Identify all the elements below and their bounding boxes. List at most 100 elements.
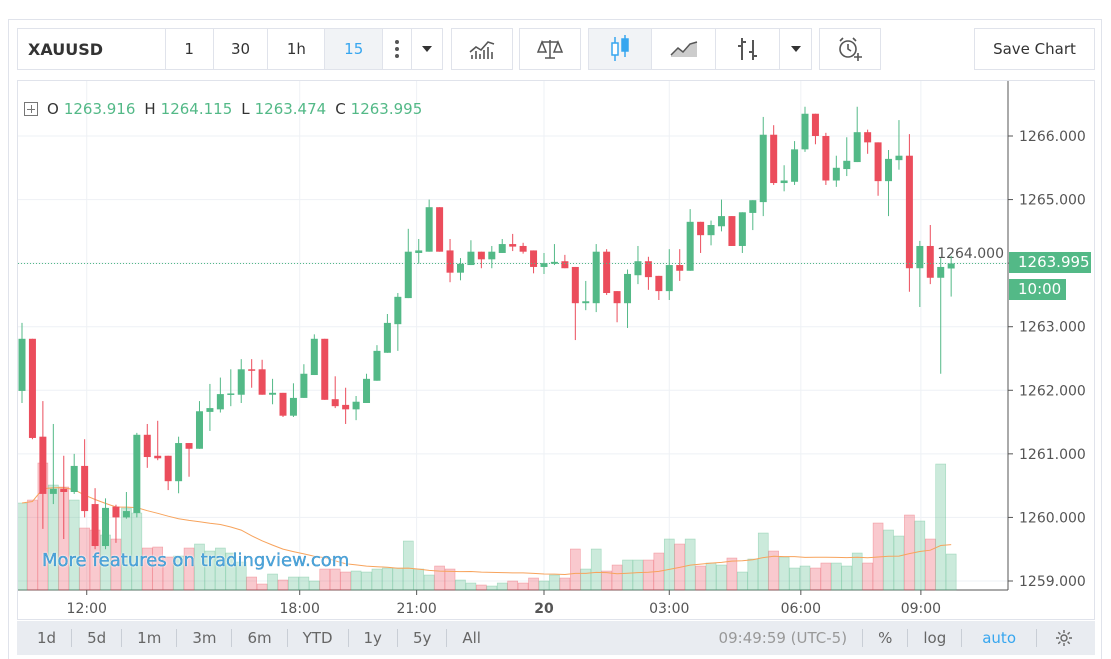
auto-scale-toggle[interactable]: auto — [962, 629, 1037, 647]
volume-bar — [590, 548, 602, 591]
candle-body-up — [759, 134, 767, 203]
volume-bar — [580, 568, 592, 591]
price-chart-svg[interactable]: 1266.000 1265.000 1264.000 1263.000 1262.000… — [16, 81, 1094, 619]
candle-body-down — [60, 488, 68, 492]
candles-style-button[interactable] — [589, 29, 653, 69]
range-5d[interactable]: 5d — [72, 629, 123, 647]
candle-body-up — [456, 263, 464, 273]
candle-body-down — [258, 369, 266, 395]
volume-bar — [757, 532, 769, 591]
volume-bar — [256, 583, 268, 591]
volume-bar — [235, 561, 247, 591]
symbol-search[interactable]: XAUUSD — [18, 29, 166, 69]
volume-bar — [862, 562, 873, 591]
candle-body-down — [436, 207, 444, 252]
volume-bar — [820, 562, 832, 591]
range-3m[interactable]: 3m — [177, 629, 233, 647]
volume-bar — [747, 558, 759, 591]
volume-bar — [810, 567, 821, 591]
volume-bar — [392, 567, 404, 591]
candle-body-up — [498, 244, 506, 253]
candle-body-up — [383, 322, 391, 353]
volume-bar — [611, 564, 623, 591]
candle-body-up — [686, 221, 694, 271]
volume-bar — [496, 582, 508, 591]
clock-timezone[interactable]: 09:49:59 (UTC-5) — [704, 629, 864, 647]
candle-body-up — [425, 207, 433, 252]
candle-body-up — [352, 401, 360, 410]
interval-dropdown-chevron-down-icon[interactable] — [412, 29, 442, 69]
volume-bar — [465, 582, 477, 591]
candle-body-down — [446, 250, 454, 273]
candle-body-down — [728, 216, 736, 246]
volume-bar — [361, 571, 372, 591]
volume-bar — [204, 550, 216, 591]
chart-type-chevron-down-icon[interactable] — [780, 29, 811, 69]
bars-style-button[interactable] — [716, 29, 781, 69]
save-chart-button[interactable]: Save Chart — [974, 28, 1095, 70]
volume-bar — [737, 571, 748, 591]
volume-bar — [444, 568, 456, 591]
time-axis-label: 12:00 — [67, 601, 107, 617]
volume-bar — [768, 550, 779, 591]
compare-button[interactable] — [519, 28, 581, 70]
volume-bar — [434, 565, 445, 591]
candle-body-up — [133, 434, 141, 513]
volume-bar — [141, 547, 153, 591]
candle-body-up — [801, 113, 809, 150]
percent-scale-toggle[interactable]: % — [863, 629, 909, 647]
range-1d[interactable]: 1d — [17, 629, 73, 647]
candle-body-down — [530, 250, 538, 267]
compare-scale-icon — [520, 29, 580, 69]
indicators-icon — [452, 29, 512, 69]
volume-bar — [309, 580, 320, 591]
interval-1h[interactable]: 1h — [268, 29, 326, 69]
candle-body-down — [603, 251, 611, 294]
legend-close-label: C — [335, 100, 346, 118]
interval-30[interactable]: 30 — [214, 29, 269, 69]
range-5y[interactable]: 5y — [398, 629, 448, 647]
volume-ma-line — [21, 487, 952, 576]
candle-body-down — [477, 251, 485, 260]
volume-bar — [68, 499, 80, 591]
volume-bar — [329, 568, 341, 591]
volume-bar — [246, 576, 257, 591]
tradingview-watermark-link[interactable]: More features on tradingview.com — [42, 550, 350, 571]
area-style-button[interactable] — [652, 29, 716, 69]
price-axis-label: 1259.000 — [1019, 574, 1086, 590]
interval-1[interactable]: 1 — [166, 29, 214, 69]
expand-legend-plus-icon[interactable] — [24, 102, 38, 116]
candle-body-up — [269, 392, 277, 395]
candle-body-down — [655, 275, 663, 292]
log-scale-toggle[interactable]: log — [908, 629, 963, 647]
range-1m[interactable]: 1m — [122, 629, 178, 647]
candle-body-up — [832, 167, 840, 181]
volume-bar — [601, 570, 612, 591]
candle-body-down — [342, 404, 350, 410]
candle-body-down — [519, 245, 527, 252]
symbol-interval-group: XAUUSD 1 30 1h 15 — [17, 28, 443, 70]
price-axis-label: 1265.000 — [1019, 193, 1086, 209]
chart-pane[interactable]: 1266.000 1265.000 1264.000 1263.000 1262.000… — [16, 80, 1095, 620]
volume-bar — [924, 538, 936, 591]
gear-icon[interactable] — [1037, 629, 1095, 647]
candle-body-down — [509, 244, 517, 247]
volume-bar — [549, 574, 560, 591]
candle-body-up — [843, 160, 851, 170]
range-6m[interactable]: 6m — [232, 629, 288, 647]
candle-body-down — [321, 338, 329, 400]
range-ytd[interactable]: YTD — [288, 629, 349, 647]
more-vert-icon[interactable] — [383, 29, 413, 69]
range-1y[interactable]: 1y — [349, 629, 398, 647]
candle-body-up — [216, 394, 224, 410]
candle-body-up — [404, 251, 412, 299]
candle-body-down — [644, 261, 652, 278]
candle-body-up — [373, 350, 381, 381]
indicators-button[interactable] — [451, 28, 513, 70]
interval-15[interactable]: 15 — [325, 29, 384, 69]
volume-bar — [663, 538, 675, 591]
volume-bar — [945, 553, 957, 591]
alert-button[interactable] — [819, 28, 881, 70]
price-axis-label: 1264.000 — [937, 246, 1004, 262]
range-all[interactable]: All — [462, 629, 481, 647]
